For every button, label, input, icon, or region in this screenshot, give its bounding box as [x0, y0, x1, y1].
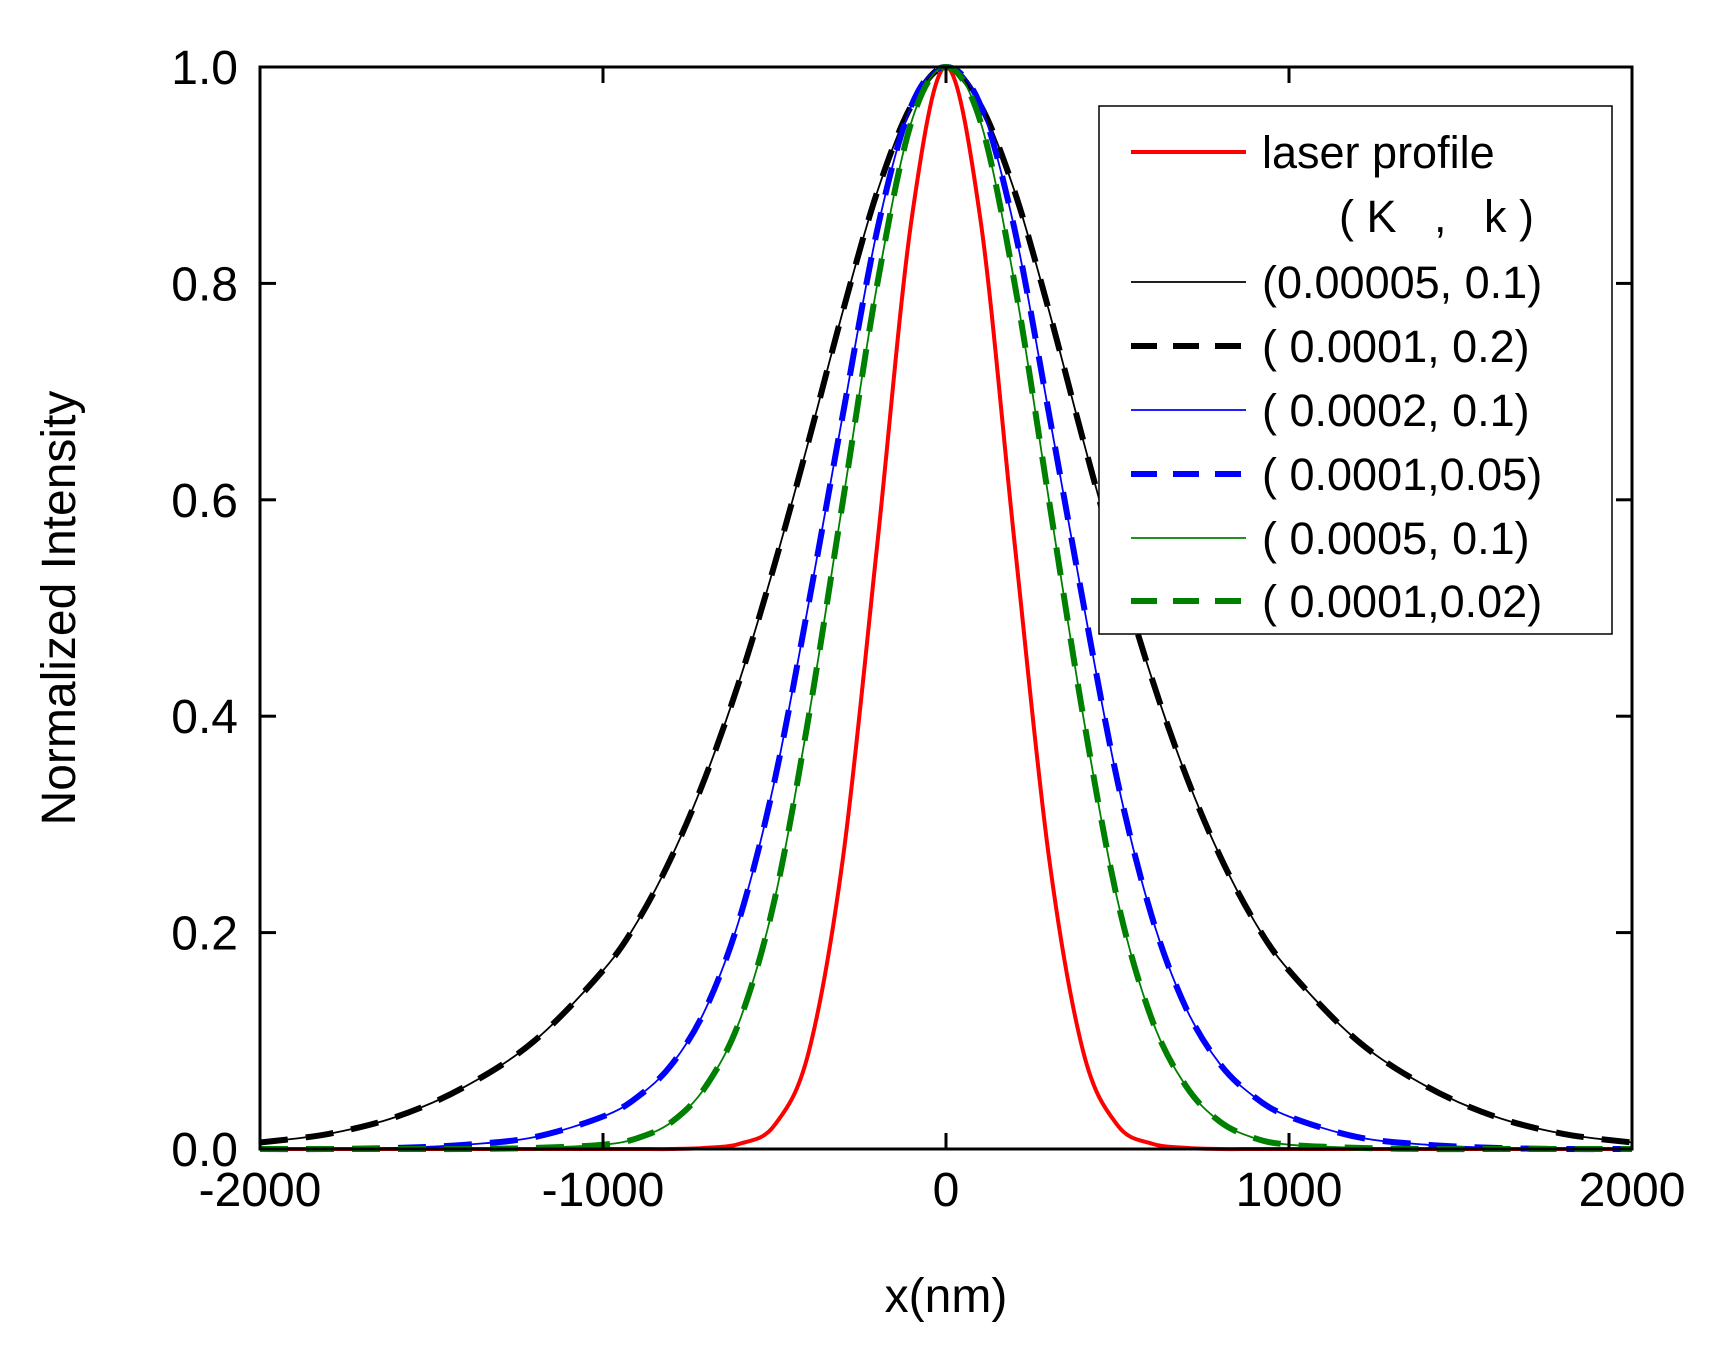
plot-frame — [258, 65, 1634, 1151]
y-tick-label: 1.0 — [171, 42, 238, 95]
ticks-layer: -2000 -1000 0 1000 2000 0.0 0.2 0.4 0.6 0.8 1.0 — [171, 42, 1685, 1217]
x-tick-label: -2000 — [199, 1164, 322, 1217]
legend-label-6: ( 0.0001,0.02) — [1262, 576, 1542, 627]
y-tick-label: 0.4 — [171, 691, 238, 744]
legend-label-0: laser profile — [1262, 127, 1495, 178]
x-tick-label: 1000 — [1236, 1164, 1343, 1217]
x-axis-title: x(nm) — [885, 1270, 1008, 1323]
legend: ( K , k ) laser profile (0.00005, 0.1) ( 0… — [1098, 105, 1613, 635]
x-tick-label: 0 — [933, 1164, 960, 1217]
legend-label-3: ( 0.0002, 0.1) — [1262, 385, 1530, 436]
legend-header: ( K , k ) — [1339, 191, 1534, 242]
legend-label-5: ( 0.0005, 0.1) — [1262, 513, 1530, 564]
legend-entries: laser profile (0.00005, 0.1) ( 0.0001, 0.2… — [1131, 127, 1542, 627]
x-tick-label: -1000 — [542, 1164, 665, 1217]
y-tick-label: 0.2 — [171, 908, 238, 961]
legend-label-1: (0.00005, 0.1) — [1262, 257, 1542, 308]
y-tick-label: 0.6 — [171, 475, 238, 528]
y-tick-label: 0.0 — [171, 1124, 238, 1177]
y-axis-title: Normalized Intensity — [33, 391, 86, 826]
legend-box — [1098, 105, 1613, 635]
legend-label-2: ( 0.0001, 0.2) — [1262, 321, 1530, 372]
x-tick-label: 2000 — [1579, 1164, 1686, 1217]
y-tick-label: 0.8 — [171, 258, 238, 311]
legend-label-4: ( 0.0001,0.05) — [1262, 449, 1542, 500]
